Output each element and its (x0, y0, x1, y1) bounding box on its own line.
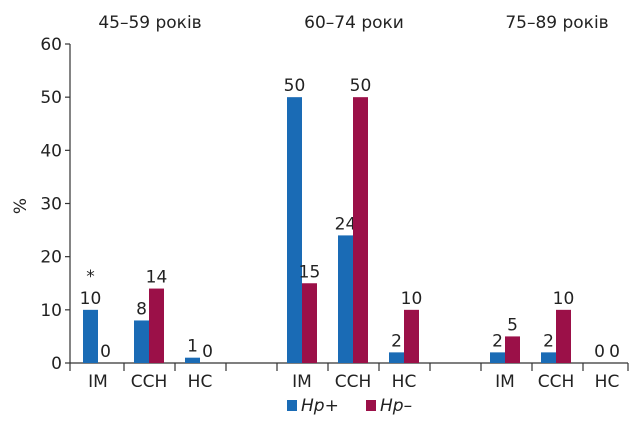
y-tick-label: 0 (51, 354, 62, 374)
category-label: HC (595, 372, 620, 392)
group-title: 45–59 років (98, 13, 201, 33)
y-tick-label: 30 (40, 195, 62, 215)
data-label: 5 (507, 315, 518, 335)
data-label: 2 (492, 331, 503, 351)
bar (185, 357, 200, 363)
data-label: 1 (187, 337, 198, 357)
bar (404, 309, 419, 363)
y-axis-label: % (11, 198, 31, 214)
category-label: CCH (538, 372, 575, 392)
data-label: 24 (335, 214, 357, 234)
bar (338, 235, 353, 363)
data-label: 0 (594, 342, 605, 362)
bar (505, 336, 520, 363)
group-title: 60–74 роки (304, 13, 404, 33)
y-tick-label: 20 (40, 248, 62, 268)
bar (302, 283, 317, 363)
bar (353, 97, 368, 364)
legend-swatch-hp-minus (366, 400, 376, 411)
data-label: 10 (401, 289, 423, 309)
category-label: IM (292, 372, 312, 392)
bar (490, 352, 505, 363)
data-label: 10 (553, 289, 575, 309)
data-label: 2 (391, 331, 402, 351)
data-label: 14 (146, 268, 168, 288)
data-label: 15 (299, 262, 321, 282)
bar (134, 320, 149, 363)
legend-label-hp-minus: Hp– (380, 396, 412, 416)
data-label: 2 (543, 331, 554, 351)
bar (83, 309, 98, 363)
y-tick-label: 60 (40, 35, 62, 55)
category-label: IM (495, 372, 515, 392)
category-label: IM (88, 372, 108, 392)
bar (541, 352, 556, 363)
bar (287, 97, 302, 364)
bar (556, 309, 571, 363)
data-label: 0 (100, 342, 111, 362)
y-tick-label: 50 (40, 88, 62, 108)
legend-swatch-hp-plus (287, 400, 297, 411)
y-tick-label: 40 (40, 141, 62, 161)
data-label: 50 (350, 76, 372, 96)
category-label: HC (188, 372, 213, 392)
bar (389, 352, 404, 363)
significance-marker: * (86, 267, 95, 287)
category-label: CCH (335, 372, 372, 392)
data-label: 10 (80, 289, 102, 309)
bar (149, 288, 164, 363)
category-label: CCH (131, 372, 168, 392)
data-label: 0 (202, 342, 213, 362)
legend-label-hp-plus: Hp+ (301, 396, 339, 416)
category-label: HC (392, 372, 417, 392)
group-title: 75–89 років (505, 13, 608, 33)
data-label: 50 (284, 76, 306, 96)
data-label: 0 (609, 342, 620, 362)
data-label: 8 (136, 299, 147, 319)
y-tick-label: 10 (40, 301, 62, 321)
